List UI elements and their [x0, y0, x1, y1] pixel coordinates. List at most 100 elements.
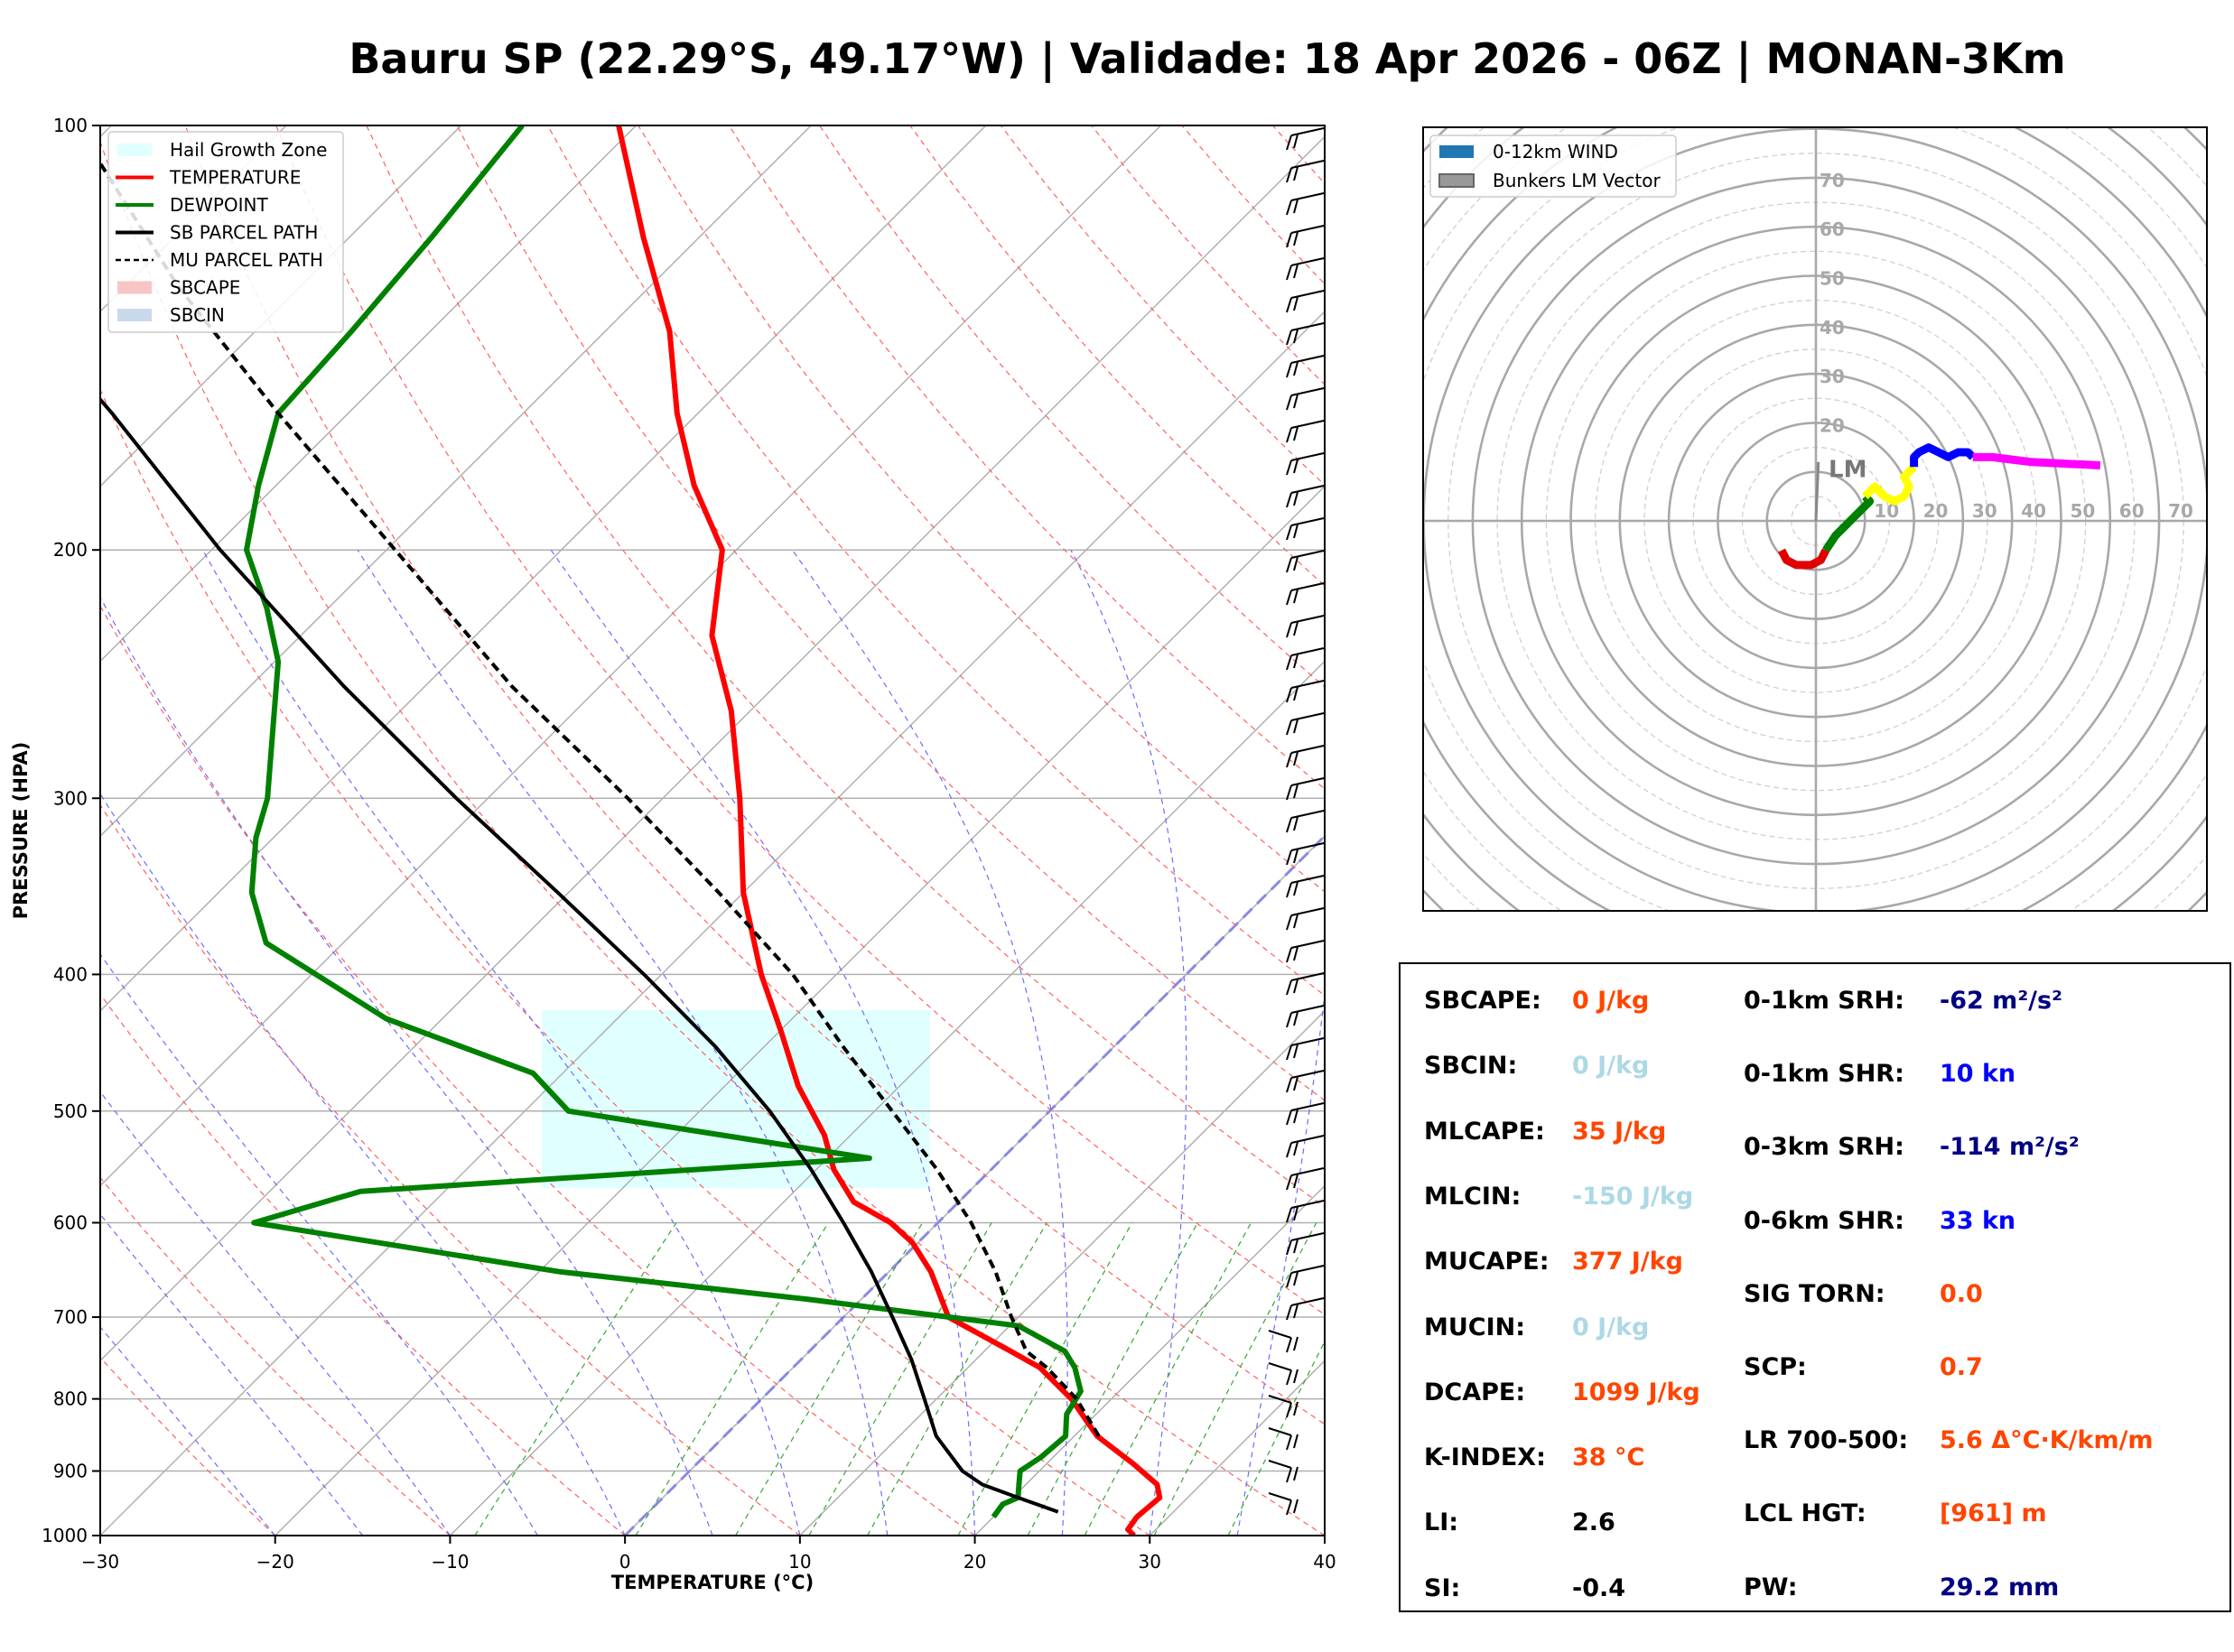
left-param-label: SBCAPE:: [1424, 987, 1541, 1015]
right-param-label: SIG TORN:: [1744, 1279, 1885, 1308]
wind-barb: [1268, 1427, 1292, 1436]
wind-barb-feather: [1293, 199, 1299, 214]
dry-adiabat: [100, 993, 626, 1536]
wind-barb-feather: [1286, 232, 1292, 248]
dry-adiabat: [456, 125, 1325, 1101]
dry-adiabat: [100, 803, 801, 1536]
mixing-ratio-line: [808, 1222, 992, 1536]
left-param-value: -0.4: [1572, 1573, 1626, 1602]
temperature-line: [616, 125, 1163, 1536]
wind-barb-feather: [1293, 231, 1299, 246]
wind-barb: [1290, 290, 1325, 299]
legend-label: SB PARCEL PATH: [170, 222, 318, 244]
wind-barb: [1290, 680, 1325, 689]
wind-barb: [1290, 192, 1325, 201]
wind-barb-feather: [1293, 329, 1299, 344]
left-param-label: DCAPE:: [1424, 1378, 1526, 1406]
wind-barb-feather: [1286, 297, 1292, 313]
x-tick-label: −20: [256, 1551, 294, 1573]
wind-barb: [1290, 225, 1325, 234]
wind-barb: [1290, 1297, 1325, 1306]
wind-barb-feather: [1286, 524, 1292, 541]
skewt-frame: [99, 125, 1326, 1536]
wind-barb-feather: [1293, 816, 1299, 831]
wind-barb: [1290, 940, 1325, 949]
right-param-value: -62 m²/s²: [1940, 987, 2062, 1015]
right-param-value: [961] m: [1940, 1499, 2047, 1528]
wind-barb-feather: [1286, 622, 1292, 638]
dry-adiabat: [100, 1356, 276, 1536]
right-param-label: 0-1km SHR:: [1744, 1060, 1904, 1089]
isotherm-line: [624, 835, 1325, 1536]
wind-barb-feather: [1286, 817, 1292, 833]
left-param-label: LI:: [1424, 1508, 1459, 1537]
wind-barb-feather: [1286, 1174, 1292, 1191]
left-param-value: 1099 J/kg: [1572, 1378, 1700, 1406]
wind-barb: [1268, 1362, 1292, 1371]
wind-barb-feather: [1286, 427, 1292, 443]
wind-barb-feather: [1293, 1466, 1299, 1481]
legend-label: SBCAPE: [170, 277, 240, 299]
moist-adiabat: [100, 1091, 451, 1536]
wind-barb-feather: [1293, 1011, 1299, 1026]
moist-adiabat: [1236, 990, 1325, 1536]
wind-barb-feather: [1286, 1239, 1292, 1256]
wind-barb-feather: [1293, 621, 1299, 636]
wind-barb-feather: [1293, 849, 1299, 864]
right-param-label: LR 700-500:: [1744, 1426, 1909, 1455]
left-param-value: 0 J/kg: [1572, 1313, 1650, 1341]
y-tick-label: 100: [53, 115, 88, 136]
wind-barb-feather: [1286, 784, 1292, 801]
wind-barb-feather: [1286, 492, 1292, 508]
wind-barb: [1290, 420, 1325, 429]
wind-barb-feather: [1286, 947, 1292, 963]
wind-barb: [1290, 615, 1325, 624]
wind-barb-feather: [1293, 1141, 1299, 1156]
sb-parcel-path-line: [100, 396, 1059, 1514]
wind-barb-feather: [1286, 654, 1292, 671]
mu-parcel-path-line: [100, 160, 1101, 1437]
wind-barb-feather: [1286, 135, 1292, 151]
y-tick-label: 300: [53, 787, 88, 809]
mixing-ratio-line: [734, 1222, 924, 1536]
legend-label: TEMPERATURE: [169, 167, 301, 189]
dry-adiabat: [100, 388, 1150, 1536]
left-param-value: 377 J/kg: [1572, 1248, 1683, 1276]
wind-barb: [1290, 1070, 1325, 1079]
moist-adiabat: [791, 549, 1068, 1536]
wind-barb-feather: [1293, 1174, 1299, 1189]
wind-barb: [1290, 355, 1325, 364]
wind-barb-feather: [1293, 361, 1299, 376]
mixing-ratio-line: [1027, 1222, 1198, 1536]
wind-barb: [1290, 127, 1325, 136]
wind-barb: [1290, 1167, 1325, 1176]
wind-barb-feather: [1293, 751, 1299, 766]
wind-barb-feather: [1286, 1467, 1292, 1483]
isotherm-line: [449, 660, 1325, 1536]
wind-barb-feather: [1293, 1401, 1299, 1416]
right-param-label: PW:: [1744, 1573, 1798, 1601]
wind-barb-feather: [1293, 1499, 1299, 1514]
wind-barb-feather: [1286, 1499, 1292, 1516]
wind-barb-feather: [1286, 265, 1292, 281]
left-param-value: 2.6: [1572, 1508, 1615, 1537]
wind-barb: [1290, 1102, 1325, 1111]
wind-barb-feather: [1286, 1369, 1292, 1386]
moist-adiabat: [100, 1213, 364, 1536]
moist-adiabat: [100, 953, 538, 1536]
wind-barb: [1290, 745, 1325, 754]
wind-barb-feather: [1286, 1304, 1292, 1321]
isotherm-line: [100, 135, 1325, 1362]
wind-barb: [1268, 1330, 1292, 1339]
moist-adiabat: [100, 793, 626, 1536]
y-tick-label: 600: [53, 1211, 88, 1233]
right-param-label: SCP:: [1744, 1353, 1807, 1381]
wind-barb-feather: [1286, 979, 1292, 996]
wind-barb-feather: [1293, 946, 1299, 961]
mixing-ratio-line: [635, 1222, 829, 1536]
right-param-label: LCL HGT:: [1744, 1499, 1866, 1528]
wind-barb-feather: [1293, 1434, 1299, 1449]
y-tick-label: 500: [53, 1100, 88, 1122]
wind-barb-feather: [1286, 1207, 1292, 1223]
dewpoint-line: [244, 125, 1084, 1519]
